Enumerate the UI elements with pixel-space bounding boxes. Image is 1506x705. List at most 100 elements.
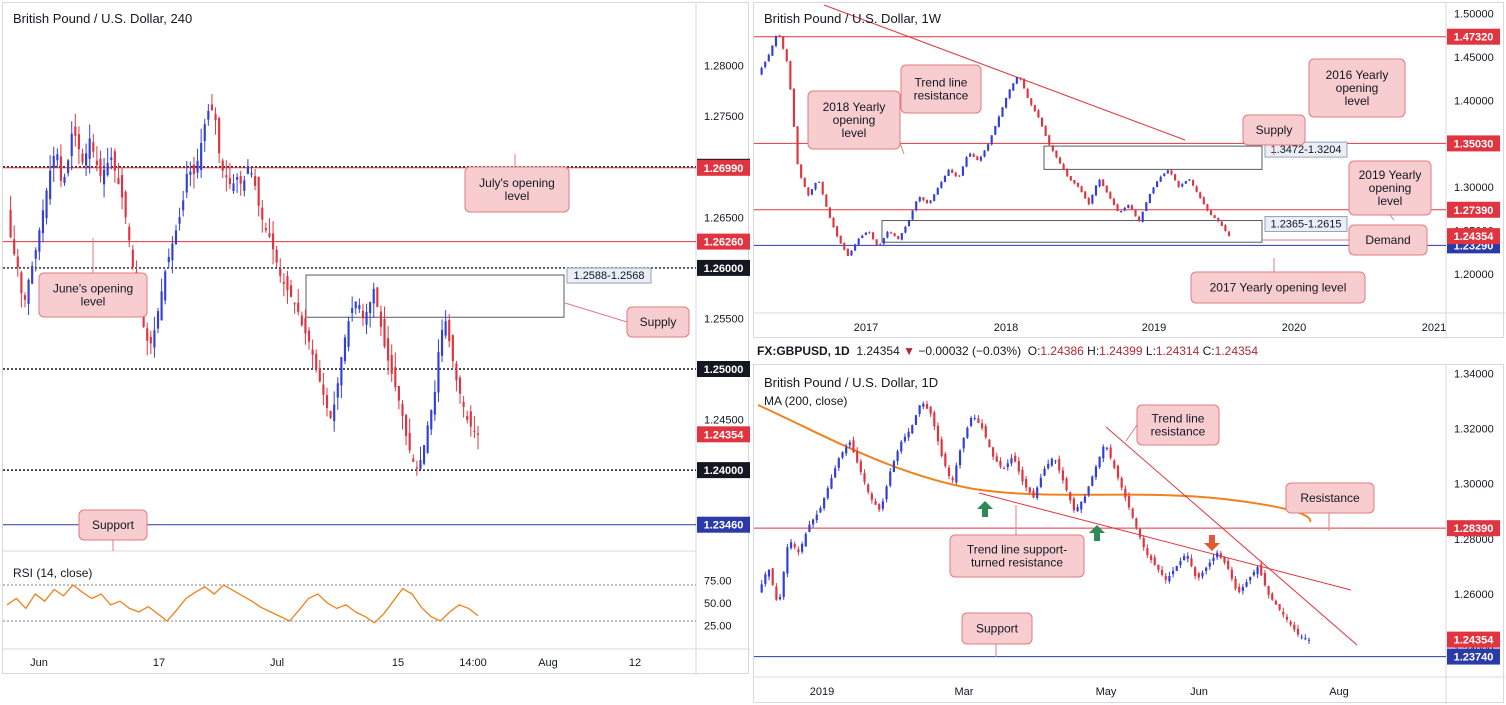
candle-240-body — [77, 134, 80, 150]
candle-1w-body — [1177, 181, 1180, 187]
price-tick-label: 1.25500 — [704, 313, 744, 325]
candle-1w-body — [1112, 198, 1116, 205]
rsi-tick-label: 25.00 — [704, 621, 732, 633]
candle-1w-body — [1224, 225, 1227, 232]
level-tag — [1447, 201, 1500, 218]
last-price-tag-label: 1.24354 — [704, 429, 745, 441]
candle-240-body — [243, 180, 246, 191]
2019-opening-label-line: 2019 Yearly — [1359, 168, 1422, 182]
supply-zone-label-box — [1264, 141, 1348, 158]
level-tag — [697, 259, 750, 276]
candle-1w-body — [1008, 89, 1011, 98]
candle-240-body — [185, 173, 188, 193]
candle-1d-body — [845, 447, 848, 454]
candle-1w-body — [1220, 221, 1223, 226]
panel-gbpusd-1d[interactable]: 1.340001.320001.300001.280001.260001.240… — [753, 364, 1505, 704]
price-tick-label: 1.30000 — [1454, 479, 1494, 491]
candle-1d-body — [1201, 572, 1204, 577]
candle-1d-body — [1153, 557, 1156, 565]
time-tick-label: 12 — [629, 657, 641, 669]
tlsr-label-box — [949, 534, 1085, 578]
time-tick-label: 2017 — [854, 322, 878, 334]
candle-240-body — [257, 176, 260, 206]
candle-240-body — [307, 330, 311, 342]
candle-240-body — [358, 305, 361, 309]
july-opening-label-line: July's opening — [479, 176, 555, 190]
2016-opening-label-line: level — [1345, 94, 1370, 108]
chart-1w[interactable]: 1.500001.450001.400001.350001.300001.250… — [754, 3, 1505, 339]
candle-1w-body — [1184, 181, 1187, 184]
level-tag-label: 1.28390 — [1454, 523, 1494, 535]
candle-240-body — [426, 425, 429, 453]
candle-240-body — [70, 133, 73, 157]
candle-1d-body — [1025, 479, 1028, 488]
candle-1d-body — [988, 439, 991, 448]
candle-1w-body — [1048, 135, 1051, 145]
chart-title: British Pound / U.S. Dollar, 1W — [764, 11, 942, 26]
level-tag — [697, 516, 750, 533]
chart-1d[interactable]: 1.340001.320001.300001.280001.260001.240… — [754, 365, 1505, 704]
chart-240[interactable]: 1.280001.275001.270001.265001.260001.255… — [3, 3, 750, 675]
candle-1w-body — [1141, 211, 1144, 222]
candle-240-body — [390, 355, 393, 374]
candle-1d-body — [1285, 616, 1289, 620]
candle-1w-body — [1073, 179, 1076, 184]
candle-240-body — [34, 250, 37, 259]
candle-1d-body — [1080, 501, 1083, 510]
candle-240-body — [23, 295, 27, 300]
open-label: O: — [1027, 344, 1041, 358]
candle-240-body — [221, 160, 224, 171]
panel-gbpusd-240[interactable]: 1.280001.275001.270001.265001.260001.255… — [2, 2, 750, 675]
candle-1w-body — [861, 235, 864, 239]
candle-240-body — [232, 183, 235, 192]
candle-1d-body — [1072, 498, 1076, 511]
candle-1w-body — [1019, 77, 1022, 80]
candle-240-body — [27, 279, 30, 304]
candle-1d-body — [1010, 458, 1013, 464]
candle-1w-body — [818, 181, 821, 183]
candle-1d-body — [885, 486, 888, 500]
candle-1w-body — [1170, 170, 1173, 175]
candle-1d-body — [958, 450, 962, 466]
june-opening-label-box — [38, 272, 148, 318]
candle-240-body — [203, 124, 206, 142]
zone-label: 1.2588-1.2568 — [574, 270, 645, 282]
2019-opening-label-line: level — [1378, 194, 1403, 208]
candle-1w-body — [994, 125, 997, 135]
candle-240-body — [174, 230, 178, 245]
candle-240-body — [85, 153, 88, 166]
candle-1w-body — [1076, 182, 1080, 187]
time-tick-label: 2018 — [994, 322, 1018, 334]
level-tag-label: 1.23740 — [1454, 652, 1494, 664]
candle-1d-body — [1083, 496, 1087, 503]
candle-1d-body — [841, 452, 844, 458]
level-tag-label: 1.26000 — [704, 263, 744, 275]
candle-240-body — [444, 321, 447, 336]
panel-gbpusd-1w[interactable]: 1.500001.450001.400001.350001.300001.250… — [753, 2, 1505, 339]
time-tick-label: 15 — [392, 657, 404, 669]
demand-zone-label-box — [1264, 216, 1348, 233]
candle-240-body — [347, 321, 350, 347]
candle-1w-body — [987, 144, 990, 151]
candle-1d-body — [1274, 600, 1278, 605]
candle-1d-body — [995, 456, 998, 462]
candle-240-body — [106, 162, 109, 176]
candle-240-body — [254, 176, 257, 186]
ma-label: MA (200, close) — [764, 394, 847, 408]
candle-1w-body — [846, 249, 849, 257]
candle-1w-body — [1069, 176, 1072, 181]
candle-240-body — [379, 311, 383, 327]
candle-1w-body — [771, 45, 774, 56]
level-tag — [1447, 648, 1500, 665]
supply-label-box — [626, 306, 690, 338]
level-tag — [1447, 135, 1500, 152]
candle-240-body — [383, 318, 386, 347]
candle-240-body — [146, 328, 149, 341]
candle-1w-body — [800, 164, 803, 178]
candle-1w-body — [1148, 193, 1151, 204]
time-tick-label: Jun — [1190, 686, 1208, 698]
candle-1d-body — [1006, 463, 1009, 468]
candle-240-body — [415, 467, 418, 469]
ma-200-line — [757, 404, 1312, 523]
open-value: 1.24386 — [1040, 344, 1084, 358]
